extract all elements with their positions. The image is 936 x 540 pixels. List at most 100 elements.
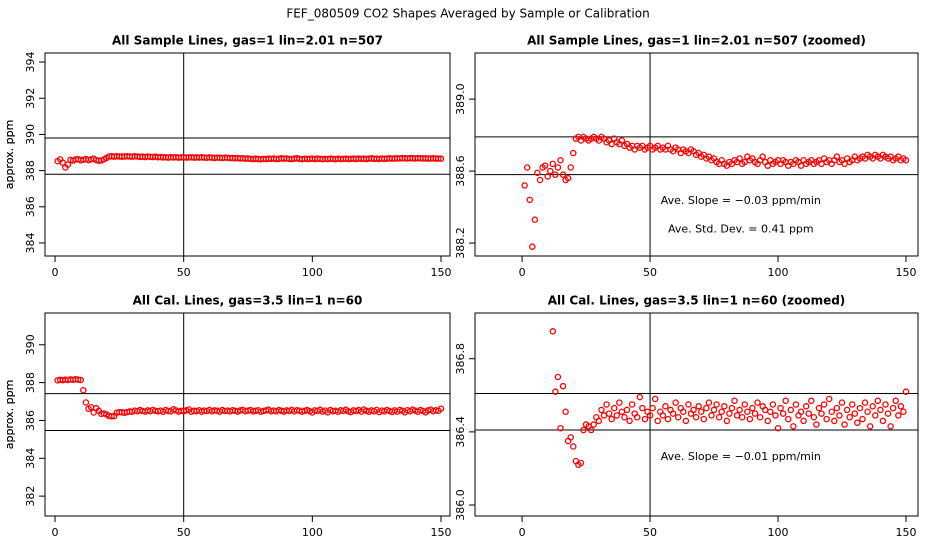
data-point [570, 149, 577, 157]
data-point [697, 408, 705, 416]
data-point [567, 434, 574, 441]
panel-title: All Cal. Lines, gas=3.5 lin=1 n=60 (zoom… [548, 294, 846, 308]
data-point [769, 401, 777, 408]
y-axis-label: approx. ppm [3, 380, 16, 450]
data-point [751, 410, 759, 417]
x-tick-label: 150 [430, 526, 451, 539]
y-tick-label: 388 [24, 160, 37, 181]
data-point [543, 107, 548, 112]
data-point [805, 410, 812, 417]
data-point [541, 162, 549, 169]
data-point [813, 421, 820, 428]
data-point [554, 164, 562, 171]
data-point [649, 404, 656, 412]
data-point [784, 415, 792, 423]
data-point [692, 413, 700, 421]
data-point [884, 410, 892, 417]
data-point [715, 413, 723, 421]
data-point [787, 406, 795, 414]
data-point [889, 404, 897, 412]
data-point [527, 113, 532, 118]
data-point [695, 403, 702, 410]
data-point [557, 424, 564, 432]
data-point [828, 408, 836, 416]
data-point [820, 401, 828, 408]
y-tick-label: 386.8 [454, 343, 467, 375]
data-point [777, 404, 784, 412]
data-point [790, 423, 797, 430]
plot-frame [474, 52, 919, 257]
data-point [808, 397, 815, 405]
data-point [108, 413, 115, 420]
plot-area [475, 104, 918, 516]
data-point [767, 408, 774, 416]
data-point [723, 417, 731, 425]
data-point [577, 459, 585, 467]
x-tick-label: 50 [643, 266, 657, 279]
data-point [833, 153, 841, 160]
plot-area [45, 313, 450, 516]
data-point [435, 155, 442, 162]
data-point [713, 401, 720, 408]
data-point [603, 401, 610, 408]
data-point [764, 417, 772, 425]
data-point [892, 397, 899, 405]
data-point [639, 404, 646, 412]
y-axis-label: approx. ppm [3, 120, 16, 190]
plot-frame [44, 312, 451, 517]
data-point [874, 397, 882, 405]
x-tick-label: 100 [302, 266, 323, 279]
data-point [848, 401, 856, 408]
data-point [618, 408, 626, 416]
data-point [651, 395, 659, 403]
data-point [598, 406, 605, 414]
data-point [680, 408, 687, 416]
data-point [749, 404, 756, 412]
data-point [546, 167, 554, 175]
y-axis-label: approx. ppm [3, 380, 16, 450]
data-point [797, 408, 805, 416]
y-tick-label: 389.0 [454, 83, 467, 115]
data-point [815, 404, 823, 412]
data-point [682, 417, 690, 425]
data-point [726, 410, 733, 417]
x-tick-label: 0 [519, 266, 526, 279]
data-point [756, 413, 764, 421]
x-tick-label: 100 [302, 526, 323, 539]
data-point [895, 412, 902, 419]
data-point [562, 408, 569, 416]
plot-frame [44, 52, 451, 257]
x-tick-label: 150 [895, 526, 916, 539]
data-point [831, 417, 838, 425]
x-tick-label: 150 [430, 266, 451, 279]
data-point [570, 443, 577, 450]
panel: All Sample Lines, gas=1 lin=2.01 n=507 (… [3, 34, 919, 279]
data-point [82, 399, 90, 406]
data-point [836, 412, 843, 419]
data-point [526, 196, 534, 204]
annotation: Ave. Std. Dev. = 0.41 ppm [668, 223, 814, 236]
data-point [736, 155, 743, 162]
panel-title: All Sample Lines, gas=1 lin=2.01 n=507 (… [527, 34, 866, 48]
y-tick-label: 388.2 [454, 227, 467, 258]
data-point [613, 412, 621, 419]
data-point [856, 404, 864, 412]
data-point [587, 426, 595, 434]
data-point [557, 157, 564, 164]
y-tick-label: 386.4 [454, 416, 467, 448]
data-point [552, 171, 559, 178]
data-point [838, 399, 846, 406]
data-point [548, 210, 553, 215]
data-point [595, 417, 603, 425]
panel: All Cal. Lines, gas=3.5 lin=1 n=60 (zoom… [3, 104, 919, 539]
data-point [521, 182, 528, 189]
data-point [718, 408, 725, 416]
data-point [540, 104, 545, 109]
data-point [600, 412, 608, 419]
plot-area [45, 53, 450, 256]
x-tick-label: 0 [52, 526, 59, 539]
data-point [646, 412, 654, 419]
data-point [549, 160, 557, 168]
data-point [902, 388, 910, 395]
y-tick-label: 392 [24, 88, 37, 109]
